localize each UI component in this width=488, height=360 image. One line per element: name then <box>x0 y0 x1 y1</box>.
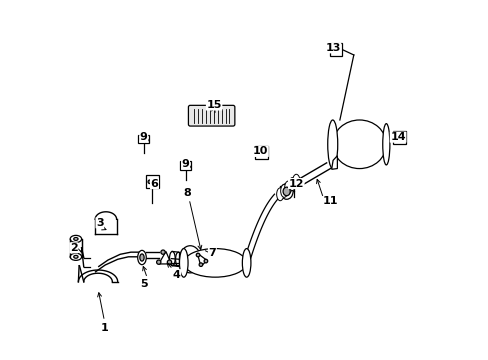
Polygon shape <box>197 253 206 266</box>
Bar <box>180 161 190 170</box>
Ellipse shape <box>175 252 181 266</box>
Ellipse shape <box>400 135 404 140</box>
FancyBboxPatch shape <box>188 105 234 126</box>
Text: 9: 9 <box>181 159 189 169</box>
Ellipse shape <box>283 187 290 196</box>
Ellipse shape <box>395 135 398 140</box>
Ellipse shape <box>276 188 283 201</box>
Ellipse shape <box>203 259 207 263</box>
Ellipse shape <box>156 260 161 264</box>
Text: 11: 11 <box>322 197 337 206</box>
Bar <box>393 131 406 144</box>
Ellipse shape <box>288 178 295 190</box>
Ellipse shape <box>161 250 165 254</box>
Ellipse shape <box>332 120 386 168</box>
Ellipse shape <box>182 163 184 168</box>
Ellipse shape <box>196 253 200 257</box>
Text: 12: 12 <box>288 179 304 189</box>
Ellipse shape <box>179 246 201 273</box>
Text: 7: 7 <box>208 248 216 258</box>
Ellipse shape <box>74 238 78 240</box>
Ellipse shape <box>138 250 146 265</box>
Ellipse shape <box>186 163 189 168</box>
Ellipse shape <box>280 184 292 199</box>
Ellipse shape <box>327 120 337 168</box>
Ellipse shape <box>257 150 261 155</box>
Ellipse shape <box>280 184 287 197</box>
Bar <box>145 175 159 188</box>
Ellipse shape <box>292 174 299 187</box>
Text: 10: 10 <box>252 147 268 157</box>
Ellipse shape <box>199 263 203 266</box>
Ellipse shape <box>148 180 151 184</box>
Text: 1: 1 <box>101 323 108 333</box>
Ellipse shape <box>70 253 81 260</box>
Text: 6: 6 <box>150 179 158 189</box>
Bar <box>255 146 267 158</box>
Ellipse shape <box>140 136 143 141</box>
Ellipse shape <box>169 251 175 266</box>
Text: 9: 9 <box>140 132 147 142</box>
Ellipse shape <box>336 47 340 52</box>
Bar <box>329 43 342 56</box>
Ellipse shape <box>242 249 250 277</box>
Text: 13: 13 <box>325 43 340 53</box>
Text: 5: 5 <box>140 279 147 289</box>
Ellipse shape <box>70 235 81 243</box>
Ellipse shape <box>382 123 389 165</box>
Text: 15: 15 <box>206 100 222 110</box>
Ellipse shape <box>284 181 291 194</box>
Ellipse shape <box>167 260 171 264</box>
Bar <box>70 239 81 257</box>
Ellipse shape <box>179 249 188 277</box>
Bar <box>138 135 149 143</box>
Text: 3: 3 <box>96 218 103 228</box>
Text: 14: 14 <box>389 132 405 142</box>
Polygon shape <box>331 156 337 169</box>
Ellipse shape <box>153 180 156 184</box>
Ellipse shape <box>331 47 335 52</box>
Polygon shape <box>159 251 171 264</box>
Text: 2: 2 <box>70 243 78 253</box>
Ellipse shape <box>183 249 246 277</box>
Ellipse shape <box>262 150 265 155</box>
Ellipse shape <box>140 254 144 261</box>
Text: 8: 8 <box>183 188 191 198</box>
Text: 4: 4 <box>172 270 180 280</box>
Ellipse shape <box>74 255 78 258</box>
Ellipse shape <box>144 136 147 141</box>
